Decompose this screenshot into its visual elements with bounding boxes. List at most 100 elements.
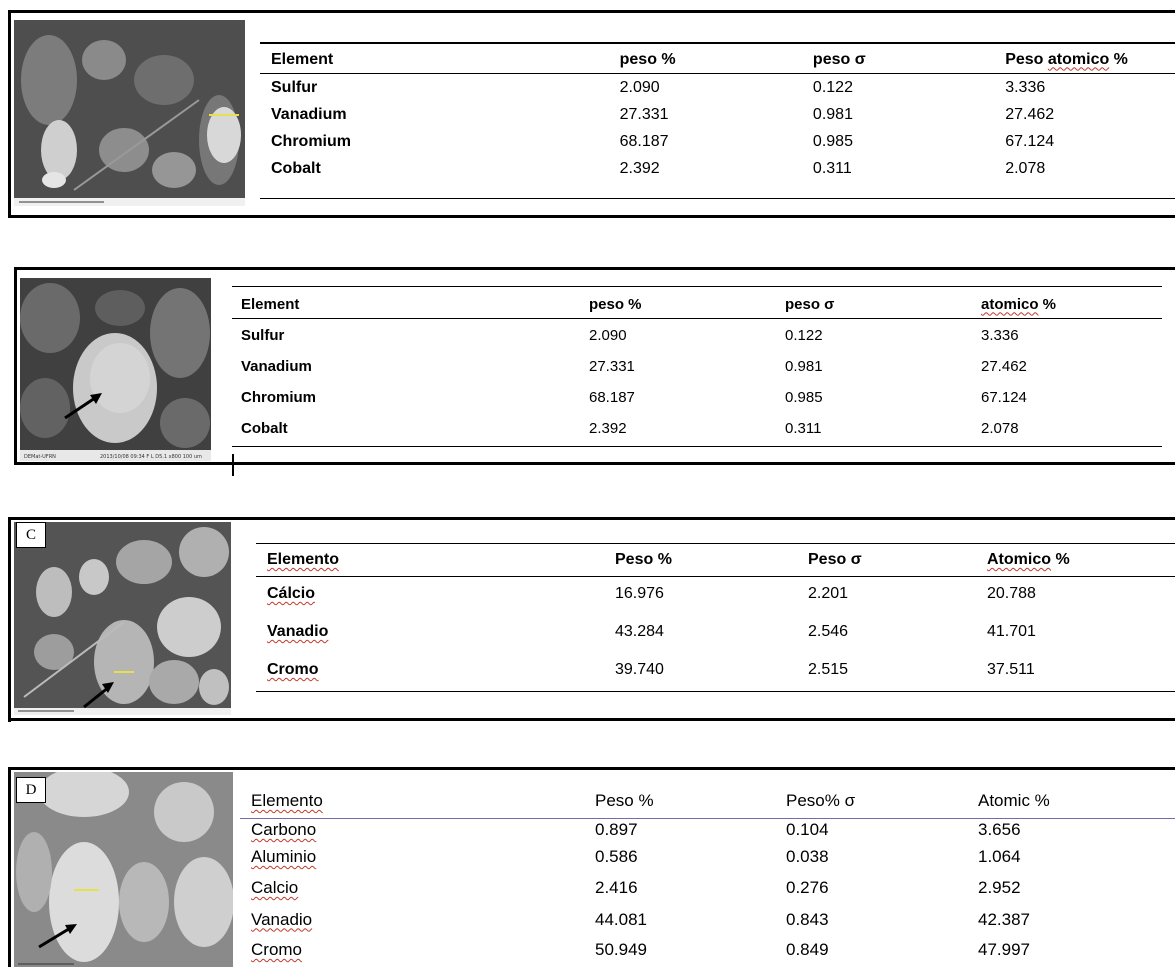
cell-atomico: 2.078 — [1005, 159, 1046, 177]
table-row: Sulfur 2.090 0.122 3.336 — [271, 74, 1175, 101]
cell-atomico: 2.078 — [981, 420, 1019, 437]
table-row: Calcio 2.416 0.276 2.952 — [251, 872, 1168, 904]
cell-element: Cálcio — [267, 585, 316, 602]
panel-a-bottom-border — [8, 215, 1175, 218]
table-row: Sulfur 2.090 0.122 3.336 — [241, 320, 1151, 351]
panel-d-top-border — [8, 767, 1175, 770]
cell-peso: 27.331 — [589, 358, 635, 375]
cell-atomico: 67.124 — [1005, 132, 1055, 150]
header-peso-sigma: Peso σ — [808, 551, 862, 568]
cell-sigma: 0.985 — [812, 132, 853, 150]
table-c-header-rule — [256, 576, 1175, 577]
table-b-header-rule — [232, 318, 1162, 319]
eds-table-a: Element peso % peso σ Peso atomico % Sul… — [271, 45, 1175, 182]
cell-atomico: 42.387 — [978, 909, 1030, 929]
cell-element: Chromium — [271, 132, 351, 150]
cell-sigma: 0.122 — [785, 327, 823, 344]
panel-c-left-border — [8, 517, 11, 722]
cell-sigma: 0.104 — [786, 820, 829, 839]
panel-label-d: D — [16, 777, 46, 803]
header-element: Element — [241, 295, 300, 313]
panel-b-stub-line — [232, 454, 234, 476]
cell-peso: 27.331 — [619, 105, 669, 123]
header-peso: Peso % — [595, 791, 654, 810]
header-peso: peso % — [589, 295, 642, 313]
cell-atomico: 3.336 — [981, 327, 1019, 344]
eds-table-d: Elemento Peso % Peso% σ Atomic % Carbono… — [251, 784, 1168, 965]
cell-element: Vanadium — [241, 358, 312, 375]
cell-sigma: 0.122 — [812, 78, 853, 96]
cell-atomico: 41.701 — [987, 623, 1036, 640]
header-peso-sigma: peso σ — [785, 295, 835, 313]
cell-element: Vanadio — [251, 909, 313, 929]
cell-atomico: 20.788 — [987, 585, 1036, 602]
panel-c: C Elemento Peso % Peso σ Atomico % Cálci… — [0, 510, 1175, 730]
cell-sigma: 2.546 — [808, 623, 849, 640]
cell-peso: 43.284 — [615, 623, 664, 640]
cell-atomico: 2.952 — [978, 878, 1021, 897]
svg-text:2013/10/08 09:34 F L D5.1 x800: 2013/10/08 09:34 F L D5.1 x800 100 um — [100, 454, 202, 460]
cell-peso: 0.897 — [595, 820, 638, 839]
table-row: Carbono 0.897 0.104 3.656 — [251, 818, 1168, 842]
cell-sigma: 0.843 — [786, 909, 829, 929]
table-a-header-rule — [260, 73, 1175, 74]
header-atomico: Atomico % — [987, 551, 1070, 568]
cell-sigma: 0.981 — [785, 358, 823, 375]
cell-peso: 39.740 — [615, 661, 664, 678]
cell-element: Sulfur — [241, 327, 285, 344]
cell-sigma: 0.849 — [786, 940, 829, 959]
cell-sigma: 0.276 — [786, 878, 829, 897]
cell-peso: 2.090 — [589, 327, 627, 344]
cell-atomico: 37.511 — [987, 661, 1035, 678]
cell-peso: 44.081 — [595, 909, 647, 929]
cell-sigma: 0.311 — [785, 420, 822, 437]
panel-c-top-border — [8, 517, 1175, 520]
panel-a: Element peso % peso σ Peso atomico % Sul… — [0, 0, 1175, 225]
header-elemento: Elemento — [267, 551, 340, 568]
cell-element: Cobalt — [241, 420, 288, 437]
panel-a-top-border — [8, 10, 1175, 13]
table-b-bottom-rule — [232, 446, 1162, 447]
cell-peso: 2.392 — [589, 420, 627, 437]
cell-peso: 68.187 — [619, 132, 669, 150]
cell-peso: 0.586 — [595, 847, 638, 866]
cell-atomico: 3.336 — [1005, 78, 1046, 96]
panel-d: D Elemento Peso % Peso% σ Atomic % Carbo… — [0, 760, 1175, 967]
table-row: Cobalt 2.392 0.311 2.078 — [241, 413, 1151, 444]
eds-table-b: Element peso % peso σ atomico % Sulfur 2… — [241, 288, 1151, 444]
cell-element: Cobalt — [271, 159, 321, 177]
header-element: Element — [271, 50, 334, 68]
table-a-bottom-rule — [260, 198, 1175, 199]
table-row: Vanadio 44.081 0.843 42.387 — [251, 904, 1168, 935]
cell-atomico: 3.656 — [978, 820, 1021, 839]
table-c-top-rule — [256, 543, 1175, 544]
header-elemento: Elemento — [251, 791, 323, 810]
cell-element: Calcio — [251, 878, 299, 897]
cell-element: Sulfur — [271, 78, 318, 96]
cell-element: Vanadio — [267, 623, 329, 640]
cell-peso: 2.090 — [619, 78, 660, 96]
cell-peso: 2.416 — [595, 878, 638, 897]
table-row: Cálcio 16.976 2.201 20.788 — [267, 575, 1167, 613]
panel-a-left-border — [8, 10, 11, 218]
table-row: Chromium 68.187 0.985 67.124 — [241, 382, 1151, 413]
header-peso: Peso % — [615, 551, 672, 568]
eds-table-c: Elemento Peso % Peso σ Atomico % Cálcio … — [267, 545, 1167, 689]
table-row: Cromo 50.949 0.849 47.997 — [251, 935, 1168, 965]
cell-atomico: 67.124 — [981, 389, 1027, 406]
cell-sigma: 0.981 — [812, 105, 853, 123]
sem-micrograph-b: DEMat-UFRN 2013/10/08 09:34 F L D5.1 x80… — [20, 278, 211, 461]
cell-element: Cromo — [251, 940, 303, 959]
table-d-header-rule — [240, 818, 1175, 819]
cell-sigma: 0.985 — [785, 389, 823, 406]
cell-atomico: 27.462 — [1005, 105, 1055, 123]
table-c-bottom-rule — [256, 691, 1175, 692]
table-row: Aluminio 0.586 0.038 1.064 — [251, 842, 1168, 872]
sem-micrograph-c — [14, 522, 231, 715]
panel-b: DEMat-UFRN 2013/10/08 09:34 F L D5.1 x80… — [0, 260, 1175, 480]
panel-b-top-border — [14, 267, 1175, 270]
cell-sigma: 2.515 — [808, 661, 849, 678]
panel-c-bottom-border — [8, 718, 1175, 721]
header-atomico: atomico % — [981, 295, 1057, 313]
sem-micrograph-a — [14, 20, 245, 206]
